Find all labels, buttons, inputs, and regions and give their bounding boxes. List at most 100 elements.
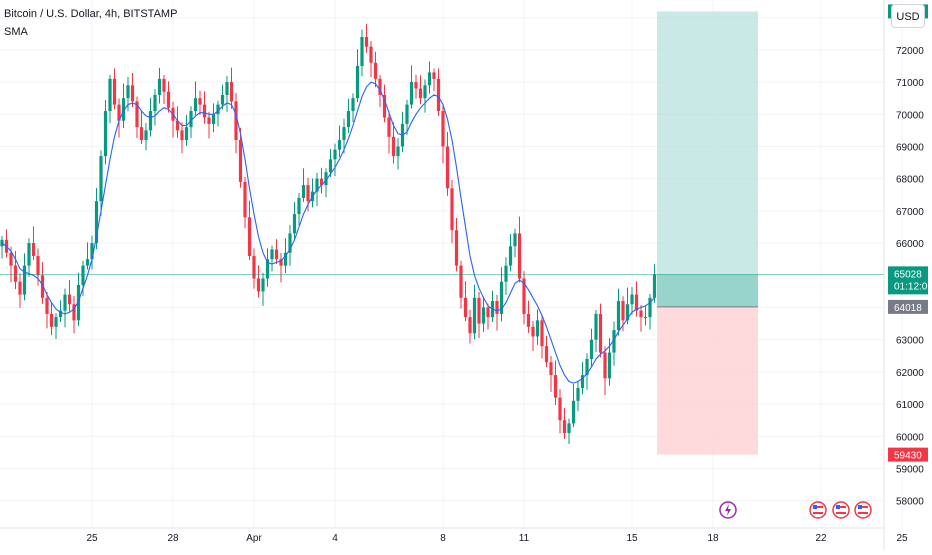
candle-body xyxy=(292,214,297,234)
candle-body xyxy=(526,313,531,327)
currency-button[interactable]: USD xyxy=(891,4,925,28)
candle-body xyxy=(247,217,252,256)
last-price-tag-text: 65028 xyxy=(894,269,922,280)
candle-body xyxy=(387,117,391,137)
candle-body xyxy=(31,243,36,256)
candle-body xyxy=(112,78,117,105)
x-tick-label: 25 xyxy=(896,533,908,544)
candle-body xyxy=(652,274,657,298)
y-tick-label: 60000 xyxy=(896,432,924,443)
candle-body xyxy=(328,159,333,173)
candle-body xyxy=(342,127,346,141)
candle-body xyxy=(391,136,396,157)
candle-body xyxy=(279,259,283,266)
us-flag-icon xyxy=(832,501,850,519)
candle-body xyxy=(238,140,243,182)
entry-price-tag-bg xyxy=(888,299,928,314)
candle-body xyxy=(517,233,522,279)
candle-body xyxy=(193,98,198,112)
candle-body xyxy=(531,326,535,337)
candle-body xyxy=(616,301,621,331)
candle-body xyxy=(220,94,225,105)
candle-body xyxy=(144,130,148,141)
candle-body xyxy=(562,420,567,434)
candle-body xyxy=(481,307,486,324)
candle-body xyxy=(121,98,126,121)
candle-body xyxy=(625,304,630,321)
candle-body xyxy=(180,130,184,141)
y-tick-label: 61000 xyxy=(896,400,924,411)
x-tick-label: 18 xyxy=(707,533,719,544)
candle-body xyxy=(0,239,4,247)
candle-body xyxy=(40,275,45,298)
candle-body xyxy=(72,304,76,321)
x-tick-label: 11 xyxy=(519,533,530,544)
candle-body xyxy=(544,346,549,363)
candle-body xyxy=(369,46,373,63)
candle-body xyxy=(148,111,153,131)
candle-body xyxy=(139,127,144,141)
sma-indicator-label[interactable]: SMA xyxy=(4,26,28,38)
candle-body xyxy=(103,111,108,157)
candle-body xyxy=(175,120,180,131)
candle-body xyxy=(486,307,490,318)
candle-body xyxy=(184,127,189,141)
candle-body xyxy=(243,181,247,218)
candle-body xyxy=(283,252,288,266)
candle-body xyxy=(580,375,585,388)
candle-body xyxy=(135,101,139,128)
last-price-tag-bg xyxy=(888,266,928,295)
candle-body xyxy=(589,339,594,359)
candle-body xyxy=(450,188,454,231)
candle-body xyxy=(22,265,27,295)
y-tick-label: 59000 xyxy=(896,464,924,475)
candle-body xyxy=(288,233,292,253)
candle-body xyxy=(189,111,193,128)
candle-body xyxy=(324,172,328,186)
sma-line xyxy=(1,81,655,384)
candle-body xyxy=(414,82,418,89)
y-tick-label: 63000 xyxy=(896,336,924,347)
candle-body xyxy=(355,65,360,99)
candle-body xyxy=(270,249,274,260)
candle-body xyxy=(108,78,112,112)
y-tick-label: 58000 xyxy=(896,497,924,508)
x-tick-label: 28 xyxy=(167,533,179,544)
candle-body xyxy=(639,310,643,318)
flag-stripe xyxy=(813,506,823,508)
candle-body xyxy=(594,313,598,340)
candle-body xyxy=(54,317,58,327)
candle-body xyxy=(553,375,558,398)
candle-body xyxy=(405,104,409,124)
candle-body xyxy=(351,98,355,112)
candle-body xyxy=(436,78,441,112)
y-tick-label: 68000 xyxy=(896,175,924,186)
candle-body xyxy=(607,352,612,379)
candle-body xyxy=(643,317,648,319)
candle-body xyxy=(373,62,378,79)
candle-body xyxy=(454,230,459,266)
flag-canton xyxy=(836,505,840,509)
x-tick-label: 8 xyxy=(440,533,446,544)
candle-body xyxy=(612,330,616,353)
candle-body xyxy=(166,91,171,108)
x-tick-label: 15 xyxy=(626,533,638,544)
candle-body xyxy=(306,185,310,202)
candle-body xyxy=(603,352,607,379)
x-tick-label: 25 xyxy=(86,533,98,544)
candle-body xyxy=(117,104,121,121)
candle-body xyxy=(229,82,234,102)
x-tick-label: 22 xyxy=(815,533,827,544)
candle-body xyxy=(648,297,652,318)
candle-body xyxy=(585,358,589,376)
candle-body xyxy=(441,111,445,147)
candle-body xyxy=(297,197,301,215)
candle-body xyxy=(252,255,256,279)
candle-body xyxy=(234,101,238,141)
candle-body xyxy=(423,85,427,99)
candle-body xyxy=(333,149,337,160)
candle-body xyxy=(45,297,49,314)
candle-body xyxy=(445,146,450,189)
